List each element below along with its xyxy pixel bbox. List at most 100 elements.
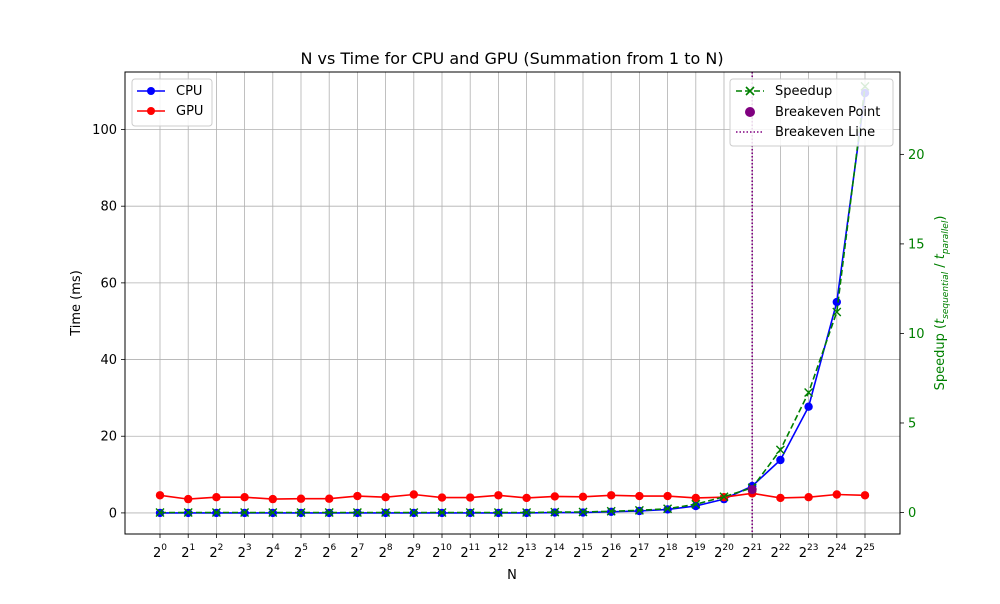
x-tick-label: 217 [630, 543, 650, 561]
gpu-point [353, 491, 362, 501]
legend-gpu-label: GPU [176, 104, 203, 119]
legend-speedup-marker [745, 86, 755, 96]
y-tick-label: 0 [109, 506, 117, 521]
legend-breakeven-point-marker [745, 107, 755, 117]
gpu-series-line [159, 492, 866, 500]
speedup-point [493, 508, 503, 518]
x-tick-label: 24 [266, 543, 280, 561]
x-tick-label: 29 [407, 543, 421, 561]
x-tick-label: 20 [153, 543, 167, 561]
x-tick-label: 23 [238, 543, 252, 561]
gpu-point [522, 493, 531, 503]
y-tick-label: 100 [92, 123, 117, 138]
y2-axis-ticks: 0 5 10 15 20 [900, 148, 925, 521]
cpu-point [832, 297, 841, 307]
gpu-point [832, 490, 841, 499]
x-tick-label: 219 [686, 543, 706, 561]
speedup-point [804, 388, 814, 398]
x-tick-label: 27 [350, 543, 364, 561]
gpu-point [409, 490, 418, 499]
speedup-point [634, 505, 644, 515]
series-layer [155, 81, 870, 518]
x-tick-label: 222 [771, 543, 791, 561]
gpu-point [550, 492, 559, 501]
speedup-point [719, 492, 729, 502]
legend-speedup-label: Speedup [775, 84, 832, 99]
speedup-point [522, 508, 532, 518]
y-tick-label: 80 [100, 200, 117, 215]
gpu-point [212, 492, 221, 502]
x-tick-label: 210 [432, 543, 452, 561]
cpu-point [691, 501, 700, 511]
speedup-point [268, 508, 278, 518]
legend-left: CPU GPU [131, 78, 213, 127]
speedup-series-line [160, 86, 866, 514]
gpu-point [635, 491, 644, 501]
x-tick-label: 211 [460, 543, 480, 561]
y2-tick-label: 20 [908, 148, 925, 163]
speedup-point [550, 507, 560, 517]
gpu-point [691, 493, 700, 503]
x-tick-label: 221 [742, 543, 762, 561]
cpu-point [804, 402, 813, 411]
x-axis-label: N [507, 568, 517, 583]
plot-frame [124, 71, 901, 535]
legend-breakeven-point-label: Breakeven Point [775, 105, 880, 120]
cpu-series-line [160, 92, 866, 514]
y-axis-ticks: 0 20 40 60 80 100 [92, 123, 125, 521]
speedup-point [437, 508, 447, 518]
speedup-point [240, 508, 250, 518]
x-tick-label: 22 [209, 543, 223, 561]
gpu-point [155, 491, 165, 500]
speedup-point [465, 508, 475, 518]
y-tick-label: 40 [100, 353, 117, 368]
x-tick-label: 223 [799, 543, 819, 561]
x-tick-label: 225 [855, 543, 875, 561]
speedup-point [381, 508, 391, 518]
x-tick-label: 218 [658, 543, 678, 561]
speedup-point [663, 504, 673, 514]
gpu-point [240, 492, 249, 502]
legend-cpu-label: CPU [176, 84, 202, 99]
x-tick-label: 212 [489, 543, 509, 561]
gpu-point [776, 493, 785, 503]
legend-right: Speedup Breakeven Point Breakeven Line [729, 78, 894, 147]
gpu-point [578, 492, 588, 502]
gpu-point [494, 491, 503, 500]
x-tick-label: 28 [379, 543, 393, 561]
speedup-point [775, 445, 785, 455]
y-tick-label: 60 [100, 276, 117, 291]
speedup-point [352, 508, 362, 518]
x-tick-label: 213 [517, 543, 537, 561]
gpu-point [184, 494, 193, 504]
speedup-point [691, 499, 701, 509]
legend-breakeven-line-label: Breakeven Line [775, 125, 875, 140]
gpu-point [381, 492, 390, 502]
x-tick-label: 21 [181, 543, 195, 561]
x-axis-ticks: 20 21 22 23 24 25 26 27 28 29 210 211 212 213 214 215 21… [153, 534, 875, 561]
x-tick-label: 26 [322, 543, 336, 561]
breakeven-point [747, 485, 757, 495]
gpu-point [663, 491, 672, 501]
y2-axis-label: Speedup (tsequential / tparallel) [933, 216, 951, 391]
cpu-point [776, 455, 785, 465]
y-tick-label: 20 [100, 430, 117, 445]
y2-tick-label: 0 [908, 506, 916, 521]
y-axis-label: Time (ms) [69, 270, 84, 337]
y2-tick-label: 15 [908, 237, 925, 252]
chart-title: N vs Time for CPU and GPU (Summation fro… [300, 49, 723, 68]
gpu-point [804, 492, 813, 502]
speedup-point [578, 507, 588, 517]
speedup-point [211, 508, 221, 518]
gpu-point [325, 494, 334, 503]
gpu-point [296, 494, 306, 503]
x-tick-label: 220 [714, 543, 734, 561]
gpu-point [437, 493, 447, 502]
x-tick-label: 214 [545, 543, 565, 561]
x-tick-label: 25 [294, 543, 308, 561]
speedup-point [296, 508, 306, 518]
legend-right-box [729, 78, 894, 147]
x-tick-label: 215 [573, 543, 593, 561]
